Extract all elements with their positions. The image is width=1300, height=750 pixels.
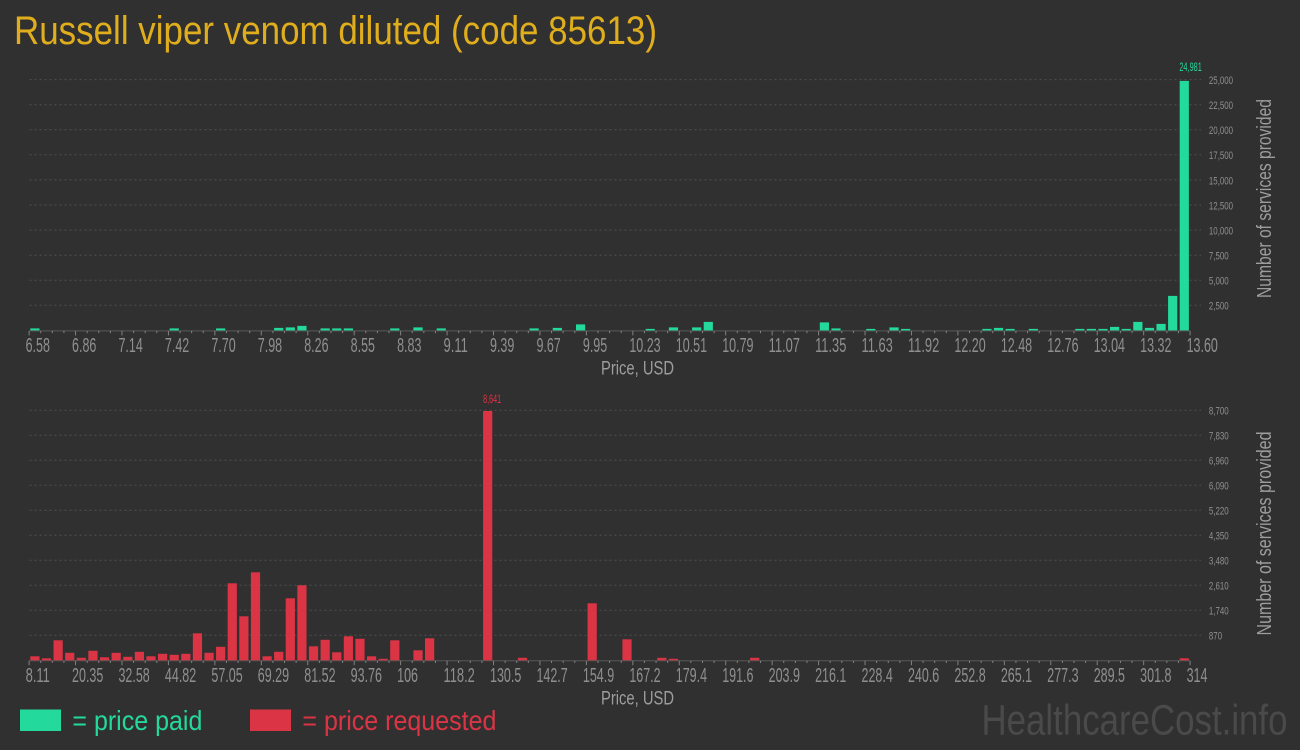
svg-text:6.86: 6.86 bbox=[72, 335, 96, 357]
svg-text:252.8: 252.8 bbox=[954, 665, 985, 687]
svg-text:11.63: 11.63 bbox=[862, 335, 893, 357]
svg-text:301.8: 301.8 bbox=[1140, 665, 1171, 687]
svg-text:8.83: 8.83 bbox=[397, 335, 421, 357]
svg-text:81.52: 81.52 bbox=[304, 665, 335, 687]
svg-text:216.1: 216.1 bbox=[815, 665, 846, 687]
svg-text:12.48: 12.48 bbox=[1001, 335, 1032, 357]
svg-text:7.98: 7.98 bbox=[258, 335, 282, 357]
svg-text:13.32: 13.32 bbox=[1140, 335, 1171, 357]
svg-text:93.76: 93.76 bbox=[351, 665, 382, 687]
svg-text:6,090: 6,090 bbox=[1209, 481, 1229, 493]
svg-text:7.70: 7.70 bbox=[211, 335, 235, 357]
svg-text:9.67: 9.67 bbox=[536, 335, 560, 357]
svg-text:314: 314 bbox=[1187, 665, 1208, 687]
svg-text:11.07: 11.07 bbox=[769, 335, 800, 357]
svg-text:9.11: 9.11 bbox=[444, 335, 468, 357]
svg-text:106: 106 bbox=[397, 665, 418, 687]
svg-text:240.6: 240.6 bbox=[908, 665, 939, 687]
svg-text:3,480: 3,480 bbox=[1209, 556, 1229, 568]
svg-text:20,000: 20,000 bbox=[1209, 125, 1233, 137]
svg-text:179.4: 179.4 bbox=[676, 665, 707, 687]
svg-text:69.29: 69.29 bbox=[258, 665, 289, 687]
svg-text:9.39: 9.39 bbox=[490, 335, 514, 357]
svg-text:17,500: 17,500 bbox=[1209, 150, 1233, 162]
svg-text:7,830: 7,830 bbox=[1209, 431, 1229, 443]
svg-text:1,740: 1,740 bbox=[1209, 606, 1229, 618]
svg-text:191.6: 191.6 bbox=[722, 665, 753, 687]
svg-text:8.11: 8.11 bbox=[26, 665, 50, 687]
svg-text:130.5: 130.5 bbox=[490, 665, 521, 687]
svg-text:118.2: 118.2 bbox=[444, 665, 475, 687]
svg-text:8.55: 8.55 bbox=[351, 335, 375, 357]
svg-text:25,000: 25,000 bbox=[1209, 75, 1233, 87]
svg-text:Number of services provided: Number of services provided bbox=[1254, 99, 1276, 298]
svg-text:203.9: 203.9 bbox=[769, 665, 800, 687]
svg-text:7,500: 7,500 bbox=[1209, 251, 1229, 263]
svg-text:10.79: 10.79 bbox=[722, 335, 753, 357]
svg-text:6.58: 6.58 bbox=[26, 335, 50, 357]
svg-text:11.35: 11.35 bbox=[815, 335, 846, 357]
svg-text:10.23: 10.23 bbox=[629, 335, 660, 357]
svg-text:8,700: 8,700 bbox=[1209, 406, 1229, 418]
svg-text:= price requested: = price requested bbox=[302, 705, 496, 736]
svg-text:Price, USD: Price, USD bbox=[601, 687, 674, 709]
svg-text:13.60: 13.60 bbox=[1187, 335, 1218, 357]
svg-text:7.42: 7.42 bbox=[165, 335, 189, 357]
svg-text:32.58: 32.58 bbox=[118, 665, 149, 687]
svg-text:167.2: 167.2 bbox=[629, 665, 660, 687]
svg-text:Price, USD: Price, USD bbox=[601, 358, 674, 380]
svg-text:HealthcareCost.info: HealthcareCost.info bbox=[982, 697, 1288, 744]
svg-text:142.7: 142.7 bbox=[536, 665, 567, 687]
svg-text:870: 870 bbox=[1209, 631, 1222, 643]
svg-text:2,500: 2,500 bbox=[1209, 301, 1229, 313]
svg-text:13.04: 13.04 bbox=[1094, 335, 1125, 357]
svg-text:12.20: 12.20 bbox=[954, 335, 985, 357]
svg-text:57.05: 57.05 bbox=[211, 665, 242, 687]
svg-text:Number of services provided: Number of services provided bbox=[1254, 432, 1276, 636]
svg-text:10.51: 10.51 bbox=[676, 335, 707, 357]
svg-text:5,220: 5,220 bbox=[1209, 506, 1229, 518]
svg-text:= price paid: = price paid bbox=[72, 705, 202, 736]
svg-text:15,000: 15,000 bbox=[1209, 175, 1233, 187]
svg-text:6,960: 6,960 bbox=[1209, 456, 1229, 468]
svg-text:24,981: 24,981 bbox=[1179, 62, 1202, 74]
svg-text:Russell viper venom diluted (c: Russell viper venom diluted (code 85613) bbox=[14, 9, 657, 53]
svg-text:12.76: 12.76 bbox=[1047, 335, 1078, 357]
svg-text:265.1: 265.1 bbox=[1001, 665, 1032, 687]
svg-text:228.4: 228.4 bbox=[862, 665, 893, 687]
svg-text:8,641: 8,641 bbox=[483, 394, 501, 406]
svg-text:12,500: 12,500 bbox=[1209, 200, 1233, 212]
svg-text:44.82: 44.82 bbox=[165, 665, 196, 687]
svg-text:154.9: 154.9 bbox=[583, 665, 614, 687]
svg-text:8.26: 8.26 bbox=[304, 335, 328, 357]
svg-text:2,610: 2,610 bbox=[1209, 581, 1229, 593]
svg-text:10,000: 10,000 bbox=[1209, 226, 1233, 238]
svg-text:11.92: 11.92 bbox=[908, 335, 939, 357]
svg-text:7.14: 7.14 bbox=[118, 335, 142, 357]
svg-text:22,500: 22,500 bbox=[1209, 100, 1233, 112]
svg-text:4,350: 4,350 bbox=[1209, 531, 1229, 543]
svg-text:9.95: 9.95 bbox=[583, 335, 607, 357]
svg-text:5,000: 5,000 bbox=[1209, 276, 1229, 288]
svg-text:289.5: 289.5 bbox=[1094, 665, 1125, 687]
svg-text:277.3: 277.3 bbox=[1047, 665, 1078, 687]
svg-text:20.35: 20.35 bbox=[72, 665, 103, 687]
